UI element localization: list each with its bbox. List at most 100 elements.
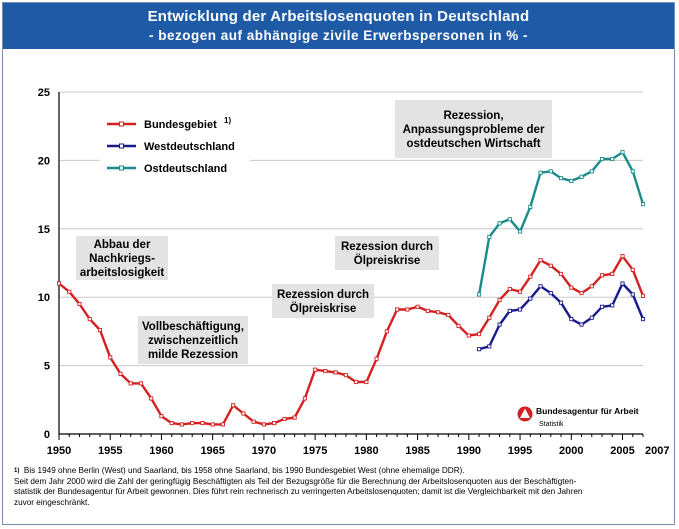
annotation-text: arbeitslosigkeit xyxy=(80,267,165,279)
data-point xyxy=(395,307,400,312)
data-point xyxy=(620,150,625,155)
data-point xyxy=(477,332,482,337)
chart-subtitle: - bezogen auf abhängige zivile Erwerbspe… xyxy=(148,28,529,43)
data-point xyxy=(507,286,512,292)
annotation-text: milde Rezession xyxy=(148,349,238,361)
data-point xyxy=(67,289,72,294)
data-point xyxy=(599,273,605,278)
data-point xyxy=(323,369,328,374)
data-point xyxy=(343,373,348,378)
data-point xyxy=(610,303,615,308)
data-point xyxy=(241,411,246,416)
legend-swatch-marker xyxy=(119,143,124,149)
data-point xyxy=(456,323,461,328)
data-point xyxy=(610,156,615,162)
data-point xyxy=(210,422,215,427)
chart-frame xyxy=(2,2,675,525)
data-point xyxy=(630,292,635,297)
data-point xyxy=(589,169,594,174)
data-point xyxy=(640,293,646,298)
data-point xyxy=(128,381,133,386)
data-point xyxy=(548,169,553,174)
data-point xyxy=(231,403,236,408)
data-point xyxy=(477,292,482,297)
x-tick-label: 1975 xyxy=(303,445,327,457)
data-point xyxy=(118,371,123,376)
legend-swatch-marker xyxy=(119,165,124,171)
annotation-box xyxy=(272,284,374,318)
x-tick-label: 1985 xyxy=(405,445,429,457)
x-tick-label: 1950 xyxy=(47,445,71,457)
data-point xyxy=(384,329,389,334)
data-point xyxy=(56,281,62,286)
data-point xyxy=(538,284,543,289)
data-point xyxy=(599,304,605,309)
y-tick-label: 0 xyxy=(44,429,50,441)
data-point xyxy=(487,234,492,240)
annotation-box xyxy=(76,236,168,280)
data-point xyxy=(528,296,533,301)
data-point xyxy=(425,308,430,313)
footnote-line-3: statistik der Bundesagentur für Arbeit g… xyxy=(14,487,583,497)
x-tick-label: 2000 xyxy=(559,445,583,457)
annotation-text: Rezession, xyxy=(443,110,503,122)
data-point xyxy=(528,204,533,209)
annotation-text: zwischenzeitlich xyxy=(148,335,238,347)
y-tick-label: 10 xyxy=(38,292,50,304)
annotation-text: Ölpreiskrise xyxy=(290,302,356,315)
series-line-bundesgebiet xyxy=(58,255,645,426)
data-point xyxy=(292,415,297,420)
y-tick-label: 25 xyxy=(38,87,50,99)
data-point xyxy=(579,174,584,179)
series-line-westdeutschland xyxy=(478,282,645,351)
data-point xyxy=(138,381,144,386)
data-point xyxy=(364,379,369,385)
data-point xyxy=(630,267,635,272)
data-point xyxy=(497,297,502,302)
data-point xyxy=(518,229,523,234)
data-point xyxy=(599,156,605,162)
x-tick-label: 1965 xyxy=(200,445,224,457)
legend-label: Ostdeutschland xyxy=(144,163,227,175)
data-point xyxy=(569,285,574,290)
data-point xyxy=(579,322,584,327)
data-point xyxy=(77,301,82,307)
legend-label: Westdeutschland xyxy=(144,141,235,153)
data-point xyxy=(528,274,533,279)
annotation-text: Rezession durch xyxy=(341,241,433,253)
data-point xyxy=(159,414,164,419)
data-point xyxy=(630,169,635,174)
data-point xyxy=(190,421,195,426)
x-tick-label: 1970 xyxy=(252,445,276,457)
data-point xyxy=(558,271,564,276)
data-point xyxy=(302,396,307,401)
data-point xyxy=(497,322,502,327)
x-tick-label: 1955 xyxy=(98,445,122,457)
x-tick-label: 1990 xyxy=(457,445,481,457)
data-point xyxy=(466,333,471,338)
data-point xyxy=(538,258,543,263)
annotation-text: Abbau der xyxy=(94,239,151,251)
data-point xyxy=(354,379,359,385)
data-point xyxy=(538,170,543,175)
data-point xyxy=(282,416,287,422)
annotation-text: ostdeutschen Wirtschaft xyxy=(406,138,540,150)
data-point xyxy=(558,300,564,305)
footnote-line-2: Seit dem Jahr 2000 wird die Zahl der ger… xyxy=(14,476,577,486)
data-point xyxy=(200,421,205,426)
axes: 0 5 10 15 20 25 1950 1955 1960 1965 1970 1975 1980 19… xyxy=(38,87,670,457)
x-tick-label-end: 2007 xyxy=(645,445,669,457)
data-point xyxy=(169,421,174,426)
data-point xyxy=(313,367,318,372)
data-point xyxy=(179,422,184,427)
y-tick-label: 15 xyxy=(38,224,50,236)
data-point xyxy=(374,356,379,361)
data-point xyxy=(108,355,113,360)
data-point xyxy=(507,217,512,222)
data-point xyxy=(487,315,492,320)
annotation-text: Rezession durch xyxy=(277,289,369,301)
logo-text: Bundesagentur für Arbeit xyxy=(536,406,639,416)
footnote-line-4: zuvor eingeschränkt. xyxy=(14,497,90,507)
logo-group: Bundesagentur für Arbeit Statistik xyxy=(517,406,639,428)
